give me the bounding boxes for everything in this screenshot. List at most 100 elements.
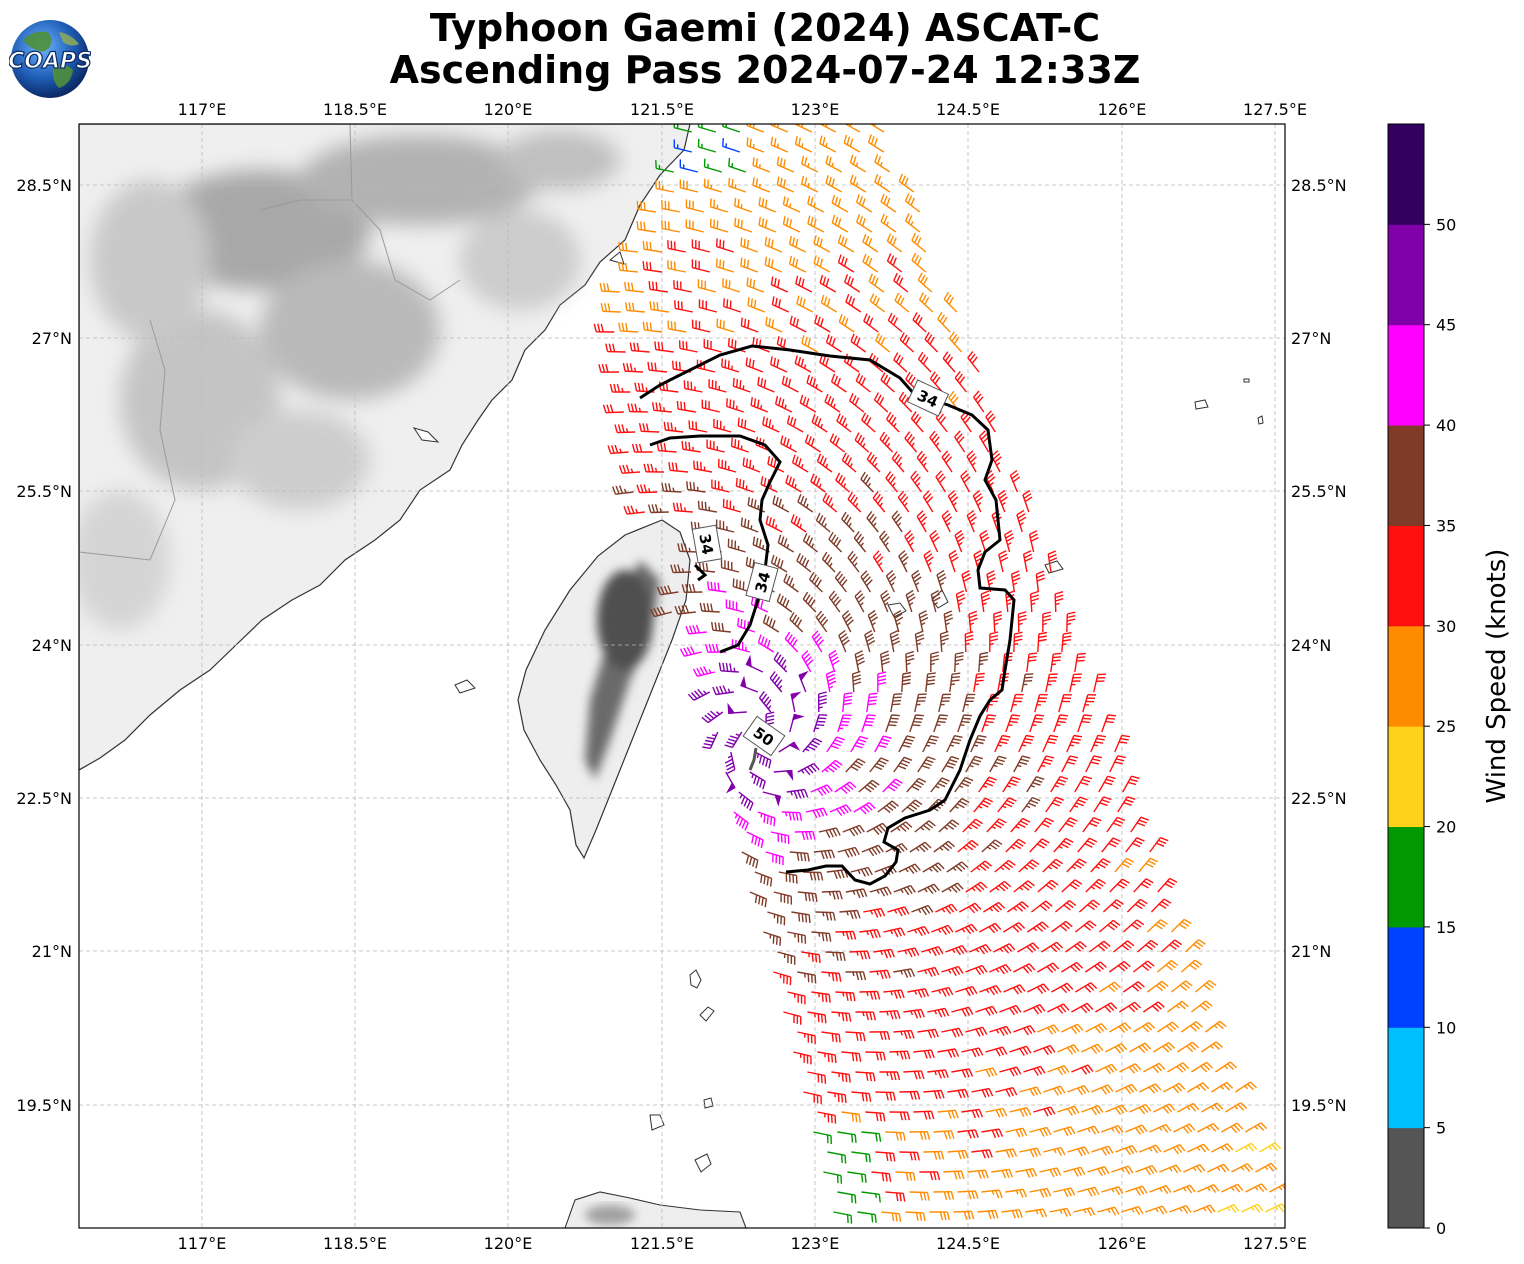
wind-barb-feather bbox=[742, 457, 745, 466]
wind-barb-feather bbox=[758, 196, 761, 206]
wind-barb-feather bbox=[964, 1150, 969, 1159]
wind-barb-feather bbox=[989, 844, 998, 850]
wind-barb-feather bbox=[638, 423, 642, 432]
wind-barb-half-feather bbox=[1047, 866, 1053, 870]
wind-barb-feather bbox=[1072, 738, 1081, 741]
wind-barb bbox=[776, 156, 795, 173]
wind-barb-feather bbox=[1213, 1104, 1221, 1112]
wind-barb-feather bbox=[956, 433, 963, 441]
wind-barb-feather bbox=[830, 373, 836, 383]
wind-barb-half-feather bbox=[916, 642, 921, 646]
wind-barb-feather bbox=[1014, 635, 1023, 639]
wind-barb-feather bbox=[869, 613, 877, 620]
wind-barb-feather bbox=[935, 470, 943, 478]
wind-barb bbox=[938, 819, 960, 833]
wind-barb-feather bbox=[1049, 1045, 1056, 1053]
wind-barb-feather bbox=[825, 830, 831, 839]
wind-barb bbox=[1081, 1043, 1104, 1055]
wind-barb-feather bbox=[1066, 1188, 1072, 1197]
wind-barb-feather bbox=[880, 908, 886, 917]
wind-barb-feather bbox=[974, 1048, 980, 1057]
wind-barb-feather bbox=[1049, 964, 1057, 972]
wind-barb-feather bbox=[672, 360, 674, 370]
wind-barb-feather bbox=[967, 1191, 972, 1200]
wind-barb-half-feather bbox=[975, 948, 980, 953]
wind-barb-feather bbox=[676, 502, 680, 512]
wind-barb-feather bbox=[1100, 1087, 1108, 1095]
wind-barb bbox=[909, 1131, 931, 1140]
wind-barb-feather bbox=[939, 476, 946, 484]
wind-barb-feather bbox=[1110, 922, 1118, 929]
wind-barb-feather bbox=[663, 585, 669, 594]
wind-barb-feather bbox=[630, 505, 635, 514]
wind-barb-feather bbox=[621, 424, 625, 433]
wind-barb-feather bbox=[946, 294, 952, 303]
colorbar-label: Wind Speed (knots) bbox=[1482, 549, 1512, 804]
wind-barb-feather bbox=[856, 214, 861, 223]
wind-barb-half-feather bbox=[922, 462, 927, 467]
wind-barb bbox=[802, 591, 817, 613]
wind-barb-feather bbox=[852, 674, 861, 679]
wind-barb-feather bbox=[747, 519, 750, 529]
wind-barb-feather bbox=[783, 339, 787, 348]
wind-barb-feather bbox=[934, 376, 941, 385]
wind-barb-feather bbox=[1098, 878, 1107, 885]
wind-barb-half-feather bbox=[971, 462, 976, 466]
wind-barb bbox=[749, 891, 768, 908]
wind-barb-feather bbox=[964, 1089, 969, 1098]
wind-barb-feather bbox=[1172, 1086, 1180, 1094]
wind-barb-feather bbox=[874, 846, 881, 854]
wind-barb-feather bbox=[841, 636, 849, 643]
wind-barb bbox=[1119, 1001, 1142, 1013]
wind-barb-feather bbox=[1093, 816, 1102, 822]
wind-barb-feather bbox=[820, 850, 825, 860]
wind-barb-feather bbox=[819, 238, 823, 247]
wind-barb-feather bbox=[906, 433, 913, 442]
wind-barb bbox=[1097, 1206, 1120, 1216]
wind-barb-feather bbox=[729, 735, 739, 740]
wind-barb-feather bbox=[692, 625, 697, 634]
wind-barb-feather bbox=[845, 616, 853, 623]
wind-barb bbox=[855, 1011, 876, 1021]
wind-barb bbox=[842, 692, 853, 713]
wind-barb bbox=[1004, 529, 1015, 553]
wind-barb-feather bbox=[1123, 860, 1133, 866]
wind-barb-feather bbox=[886, 253, 892, 262]
wind-barb bbox=[845, 971, 867, 981]
wind-barb bbox=[1166, 1000, 1189, 1013]
wind-barb-feather bbox=[1171, 1021, 1179, 1029]
wind-barb-feather bbox=[916, 1091, 921, 1100]
wind-barb-feather bbox=[861, 412, 867, 421]
wind-barb-feather bbox=[813, 763, 820, 771]
wind-barb-feather bbox=[842, 952, 846, 962]
wind-barb-feather bbox=[821, 551, 828, 560]
wind-barb bbox=[981, 1189, 1003, 1199]
wind-barb-feather bbox=[1097, 1105, 1104, 1113]
wind-barb-feather bbox=[1012, 987, 1020, 995]
colorbar-tick-label: 0 bbox=[1436, 1219, 1446, 1238]
wind-barb-feather bbox=[851, 1113, 854, 1122]
wind-barb-feather bbox=[911, 569, 920, 576]
wind-barb-feather bbox=[853, 681, 862, 686]
wind-barb-feather bbox=[1017, 513, 1026, 519]
wind-barb-feather bbox=[795, 238, 799, 248]
wind-barb bbox=[815, 610, 829, 633]
lat-tick-label: 22.5°N bbox=[16, 789, 72, 808]
wind-barb-feather bbox=[831, 1054, 834, 1063]
wind-barb bbox=[1156, 960, 1179, 973]
wind-barb-feather bbox=[1158, 982, 1166, 990]
wind-barb bbox=[849, 174, 867, 193]
wind-barb-feather bbox=[794, 456, 799, 465]
wind-barb-feather bbox=[728, 280, 731, 289]
wind-barb bbox=[1053, 1126, 1076, 1137]
wind-barb-feather bbox=[923, 1111, 928, 1120]
wind-barb bbox=[911, 252, 927, 273]
wind-barb-feather bbox=[1107, 1065, 1115, 1073]
wind-barb bbox=[904, 213, 921, 233]
wind-barb-feather bbox=[1117, 883, 1125, 889]
wind-barb-half-feather bbox=[920, 826, 925, 831]
wind-barb-half-feather bbox=[1210, 1106, 1215, 1110]
wind-barb bbox=[929, 371, 943, 393]
wind-barb-feather bbox=[831, 178, 835, 187]
wind-barb-feather bbox=[1062, 1003, 1070, 1011]
